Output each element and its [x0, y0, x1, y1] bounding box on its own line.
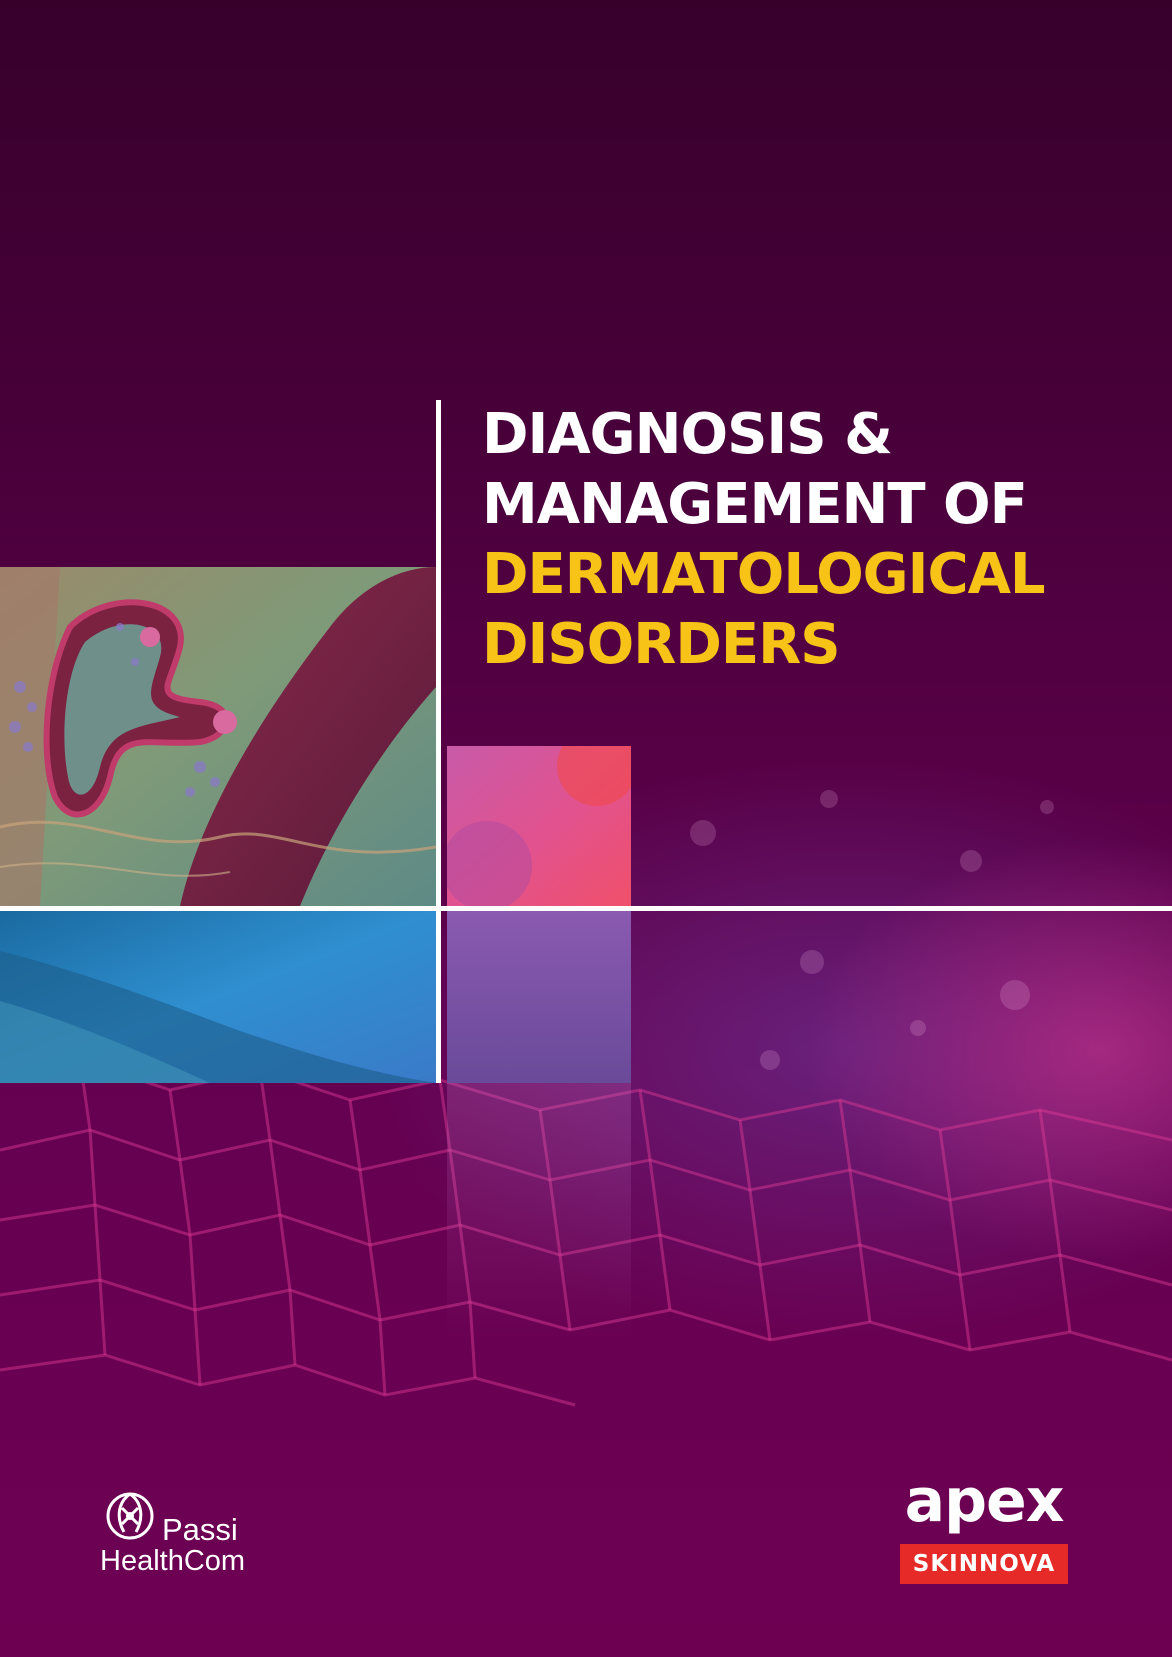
title-line-2: MANAGEMENT OF — [482, 472, 1028, 537]
bokeh-dot — [690, 820, 716, 846]
bokeh-dot — [1040, 800, 1054, 814]
bokeh-dot — [910, 1020, 926, 1036]
honeycomb-mesh-decoration — [0, 1058, 1172, 1407]
brand-name: apex — [904, 1466, 1065, 1536]
bokeh-dot — [800, 950, 824, 974]
brand-logo: apex SKINNOVA — [898, 1468, 1070, 1588]
bokeh-dot — [1000, 980, 1030, 1010]
blue-texture-image — [0, 911, 436, 1083]
cover-title: DIAGNOSIS & MANAGEMENT OF DERMATOLOGICAL… — [482, 400, 1162, 680]
lilac-fade-decoration — [447, 1083, 631, 1343]
publisher-name: Passi — [162, 1512, 238, 1547]
bokeh-dot — [760, 1050, 780, 1070]
pink-texture-image — [447, 746, 631, 906]
passi-healthcom-mark-icon — [106, 1492, 154, 1540]
bokeh-dot — [820, 790, 838, 808]
horizontal-divider — [0, 906, 1172, 911]
lilac-texture-image — [447, 911, 631, 1083]
publisher-subname: HealthCom — [100, 1545, 246, 1577]
brand-tagline-badge: SKINNOVA — [900, 1544, 1068, 1584]
bokeh-dot — [960, 850, 982, 872]
title-line-4: DISORDERS — [482, 612, 841, 677]
title-line-3: DERMATOLOGICAL — [482, 542, 1046, 607]
vertical-divider — [436, 400, 441, 1083]
histology-image — [0, 567, 436, 906]
publisher-logo: Passi HealthCom — [100, 1488, 260, 1578]
title-line-1: DIAGNOSIS & — [482, 402, 893, 467]
